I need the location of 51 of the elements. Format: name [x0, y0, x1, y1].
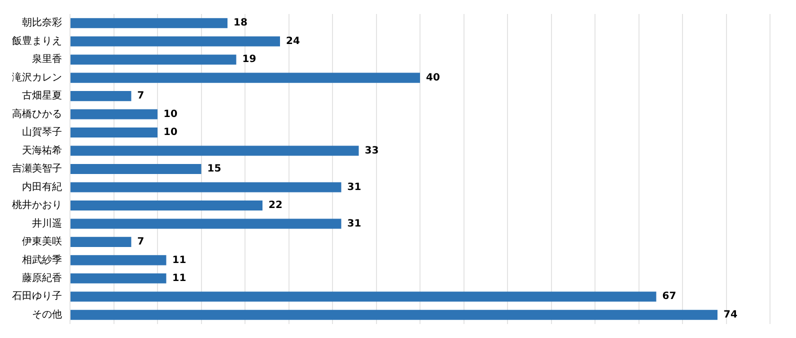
- y-tick-label: 井川遥: [32, 217, 62, 230]
- data-label: 7: [137, 90, 144, 102]
- y-tick-label: 伊東美咲: [22, 236, 62, 248]
- bar: [70, 146, 359, 156]
- data-label: 18: [234, 18, 248, 29]
- bar: [70, 36, 280, 46]
- data-label: 31: [347, 218, 362, 230]
- y-tick-label: その他: [32, 308, 62, 320]
- y-tick-label: 山賀琴子: [22, 126, 62, 138]
- data-label: 24: [286, 36, 300, 47]
- data-label: 10: [164, 127, 178, 138]
- bar: [70, 273, 166, 284]
- bar: [70, 54, 236, 65]
- y-tick-label: 桃井かおり: [12, 199, 62, 212]
- data-label: 67: [662, 291, 676, 302]
- data-label: 11: [172, 273, 186, 284]
- y-tick-label: 吉瀬美智子: [12, 162, 62, 175]
- bar: [70, 236, 132, 247]
- y-tick-label: 滝沢カレン: [12, 71, 62, 84]
- data-label: 33: [364, 145, 379, 156]
- y-tick-label: 飯豊まりえ: [12, 34, 62, 47]
- data-label: 22: [268, 200, 282, 212]
- y-tick-label: 石田ゆり子: [12, 291, 62, 302]
- bar: [70, 164, 202, 174]
- y-tick-label: 天海祐希: [22, 144, 62, 156]
- y-tick-label: 内田有紀: [22, 180, 62, 193]
- y-tick-label: 藤原紀香: [22, 272, 62, 284]
- bar: [70, 109, 158, 120]
- data-label: 11: [172, 254, 186, 266]
- bar: [70, 255, 166, 266]
- data-label: 40: [426, 72, 440, 84]
- bar: [70, 18, 228, 28]
- bar: [70, 128, 158, 138]
- y-tick-label: 古畑星夏: [22, 90, 62, 102]
- bar: [70, 218, 342, 229]
- bar: [70, 200, 262, 210]
- y-tick-label: 泉里香: [32, 53, 62, 66]
- data-label: 15: [207, 164, 222, 175]
- bar: [70, 310, 718, 320]
- data-label: 10: [164, 108, 178, 120]
- bar: [70, 182, 342, 192]
- bar: [70, 91, 132, 102]
- data-label: 74: [724, 309, 738, 320]
- data-label: 31: [347, 182, 362, 193]
- y-tick-label: 朝比奈彩: [22, 16, 62, 29]
- bar: [70, 72, 420, 83]
- y-tick-label: 相武紗季: [22, 254, 62, 266]
- bar: [70, 292, 656, 302]
- data-label: 19: [242, 54, 256, 66]
- y-tick-label: 高橋ひかる: [12, 108, 62, 120]
- data-label: 7: [137, 236, 144, 248]
